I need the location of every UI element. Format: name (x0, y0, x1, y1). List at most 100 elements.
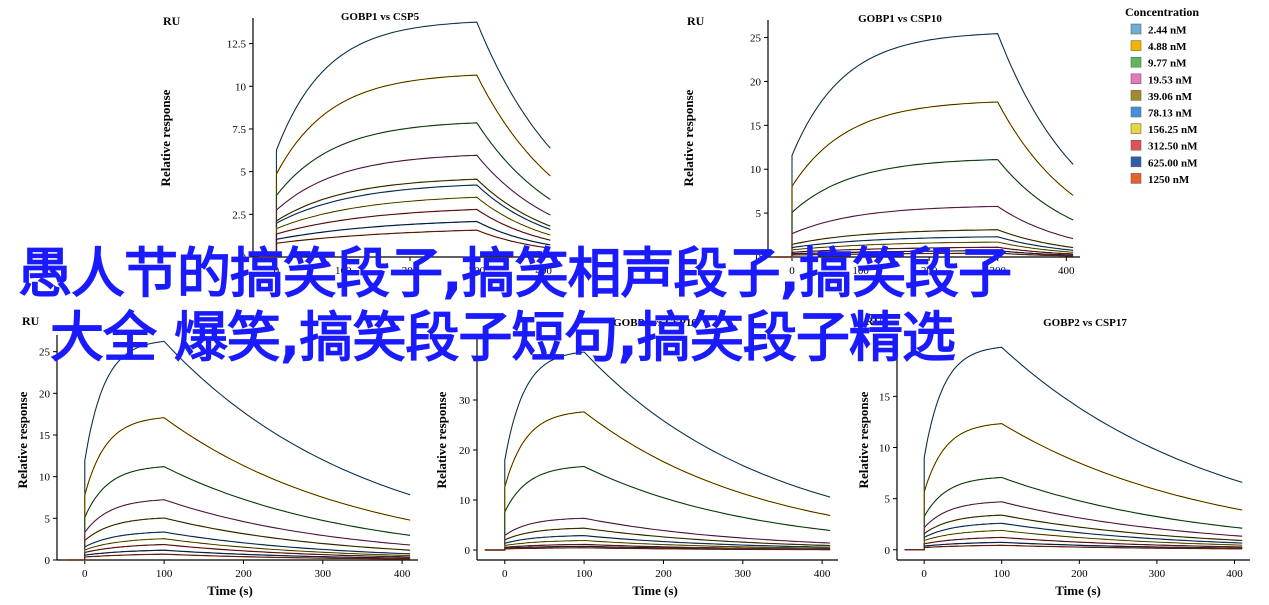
legend-swatch (1130, 156, 1142, 168)
legend-swatch (1130, 106, 1142, 118)
fit-line (774, 229, 1074, 258)
fit-line (774, 33, 1074, 258)
y-tick-label: 10 (39, 472, 51, 484)
legend-swatch (1130, 56, 1142, 68)
unit-label: RU (163, 14, 181, 28)
x-tick-label: 400 (394, 568, 411, 580)
fit-line (259, 178, 551, 258)
series-line (774, 158, 1074, 258)
y-tick-label: 5 (241, 167, 247, 179)
fit-line (259, 196, 551, 258)
y-tick-label: 0 (241, 252, 247, 264)
fit-line (484, 351, 831, 551)
fit-line (774, 205, 1074, 258)
fit-line (484, 547, 831, 551)
legend-swatch (1130, 40, 1142, 51)
x-tick-label: 300 (1149, 568, 1166, 580)
y-tick-label: 5 (885, 494, 891, 506)
x-tick-label: 0 (921, 568, 927, 580)
fit-line (259, 21, 551, 258)
panel-1: GOBP1 vs CSP5 RU Relative response 0 2.5 5… (158, 11, 557, 277)
legend-label: 312.50 nM (1148, 141, 1198, 153)
fit-line (904, 542, 1243, 551)
legend-swatch (1130, 173, 1142, 184)
fit-line (64, 531, 411, 561)
fit-line (774, 236, 1074, 258)
panel-title: GOBP2 vs CSP17 (1043, 317, 1127, 329)
x-tick-label: 400 (1058, 265, 1075, 277)
x-axis-label: Time (s) (632, 583, 678, 598)
x-tick-label: 200 (402, 265, 419, 277)
legend-label: 19.53 nM (1148, 74, 1193, 86)
x-tick-label: 200 (1071, 568, 1088, 580)
x-tick-label: 300 (469, 265, 486, 277)
legend-swatch (1130, 123, 1142, 134)
y-tick-label: 0 (45, 555, 51, 567)
x-tick-label: 0 (274, 265, 280, 277)
y-tick-label: 10 (235, 81, 247, 93)
y-tick-label: 20 (459, 445, 471, 457)
y-tick-label: 0 (465, 545, 471, 557)
y-axis-label: Relative response (434, 391, 449, 488)
panel-title: GOBP1 vs CSP5 (341, 11, 420, 23)
fit-line (64, 466, 411, 561)
legend-label: 2.44 nM (1148, 25, 1187, 37)
fit-line (64, 417, 411, 561)
fit-line (64, 340, 411, 561)
fit-line (774, 241, 1074, 258)
legend-label: 156.25 nM (1148, 124, 1198, 136)
x-tick-label: 100 (156, 568, 173, 580)
fit-line (484, 527, 831, 551)
x-tick-label: 300 (315, 568, 332, 580)
fit-line (484, 535, 831, 551)
fit-line (64, 538, 411, 561)
legend-label: 625.00 nM (1148, 157, 1198, 169)
series-line (484, 351, 831, 551)
fit-line (259, 154, 551, 258)
y-tick-label: 2.5 (232, 209, 246, 221)
x-tick-label: 100 (993, 568, 1010, 580)
y-tick-label: 30 (459, 395, 471, 407)
x-tick-label: 400 (535, 265, 552, 277)
fit-line (774, 252, 1074, 258)
y-axis-label: Relative response (856, 391, 871, 488)
panel-5: GOBP2 vs CSP17 RU Relative response Time… (856, 314, 1250, 598)
x-tick-label: 200 (655, 568, 672, 580)
y-tick-label: 25 (750, 33, 762, 45)
series-line (904, 476, 1243, 551)
legend-label: 9.77 nM (1148, 58, 1187, 70)
legend-label: 78.13 nM (1148, 108, 1193, 120)
panel-title: GOBP1 vs CSP10 (858, 13, 942, 25)
fit-line (64, 544, 411, 561)
x-axis-label: Time (s) (207, 583, 253, 598)
fit-line (64, 499, 411, 561)
fit-line (259, 74, 551, 258)
y-tick-label: 10 (750, 164, 762, 176)
fit-line (904, 536, 1243, 551)
fit-line (259, 122, 551, 258)
y-tick-label: 15 (879, 391, 891, 403)
x-tick-label: 400 (814, 568, 831, 580)
fit-line (259, 229, 551, 258)
fit-line (259, 184, 551, 258)
y-tick-label: 10 (459, 495, 471, 507)
y-axis-label: Relative response (681, 89, 696, 186)
fit-line (904, 514, 1243, 551)
y-tick-label: 15 (39, 430, 51, 442)
series-line (64, 417, 411, 561)
x-tick-label: 200 (235, 568, 252, 580)
fit-line (774, 101, 1074, 258)
fit-line (904, 346, 1243, 551)
legend-swatch (1130, 23, 1142, 35)
legend-swatch (1130, 139, 1142, 151)
fit-line (64, 517, 411, 561)
fit-line (484, 411, 831, 551)
y-tick-label: 7.5 (232, 124, 246, 136)
y-axis-label: Relative response (15, 391, 30, 488)
x-tick-label: 100 (852, 265, 869, 277)
fit-line (904, 544, 1243, 551)
y-tick-label: 25 (39, 347, 51, 359)
x-axis-label: Time (s) (1055, 583, 1101, 598)
panel-2: GOBP1 vs CSP10 RU Relative response 0 5 10… (681, 13, 1080, 277)
fit-line (259, 221, 551, 258)
